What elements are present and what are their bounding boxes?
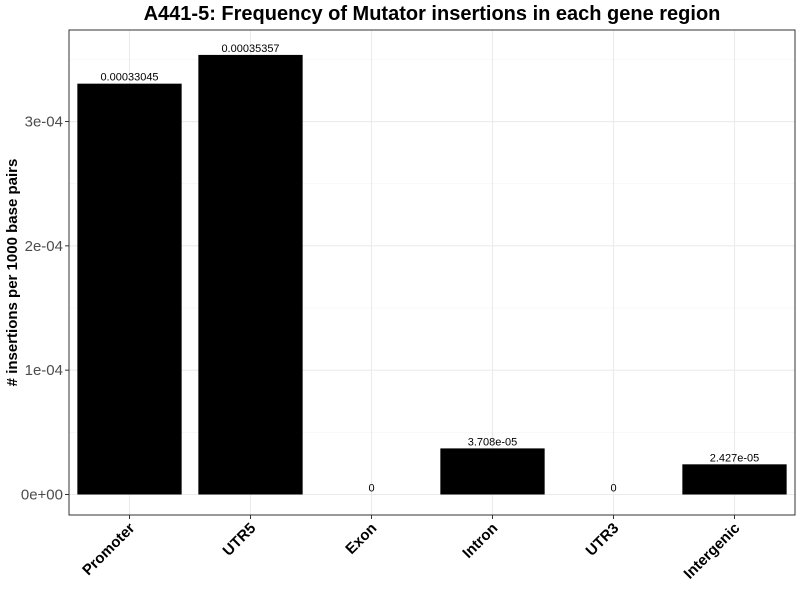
bar-data-label: 0: [368, 483, 374, 495]
x-tick-label: Promoter: [79, 520, 138, 579]
bar: [198, 54, 303, 495]
y-tick-label: 2e-04: [25, 238, 63, 255]
x-tick-label: Exon: [342, 520, 380, 558]
y-axis-ticks: 0e+00 1e-04 2e-04 3e-04: [21, 114, 69, 504]
bar-data-label: 0.00033045: [100, 72, 158, 84]
bar-data-label: 3.708e-05: [468, 436, 518, 448]
x-tick-label: Intergenic: [681, 520, 744, 583]
x-axis-ticks: Promoter UTR5 Exon Intron UTR3 Intergenic: [79, 515, 743, 583]
bar: [77, 83, 182, 495]
data-labels: 0.00033045 0.00035357 0 3.708e-05 0 2.427e-05: [100, 43, 759, 495]
bar-data-label: 0: [610, 483, 616, 495]
bar-data-label: 2.427e-05: [710, 452, 760, 464]
chart-title: A441-5: Frequency of Mutator insertions …: [144, 3, 721, 25]
y-tick-label: 0e+00: [21, 487, 63, 504]
x-tick-label: Intron: [459, 520, 501, 562]
y-tick-label: 1e-04: [25, 362, 63, 379]
minor-gridlines: [69, 59, 795, 433]
bar: [682, 464, 787, 495]
y-axis-label: # insertions per 1000 base pairs: [4, 159, 21, 387]
y-tick-label: 3e-04: [25, 114, 63, 131]
plot-panel-border: [68, 29, 796, 516]
x-tick-label: UTR5: [220, 520, 260, 560]
bar: [440, 448, 545, 495]
bar-data-label: 0.00035357: [221, 43, 279, 55]
x-tick-label: UTR3: [583, 520, 623, 560]
bars: [77, 54, 787, 495]
